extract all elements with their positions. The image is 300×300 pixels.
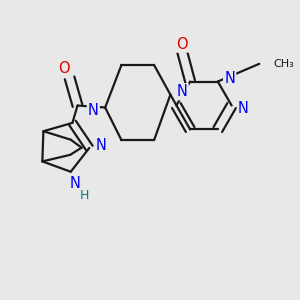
Text: O: O — [176, 37, 188, 52]
Text: N: N — [88, 103, 99, 118]
Text: CH₃: CH₃ — [273, 59, 294, 69]
Text: N: N — [177, 84, 188, 99]
Text: O: O — [58, 61, 70, 76]
Text: N: N — [238, 101, 249, 116]
Text: N: N — [224, 71, 235, 86]
Text: H: H — [80, 189, 89, 202]
Text: N: N — [69, 176, 80, 191]
Text: N: N — [96, 139, 106, 154]
